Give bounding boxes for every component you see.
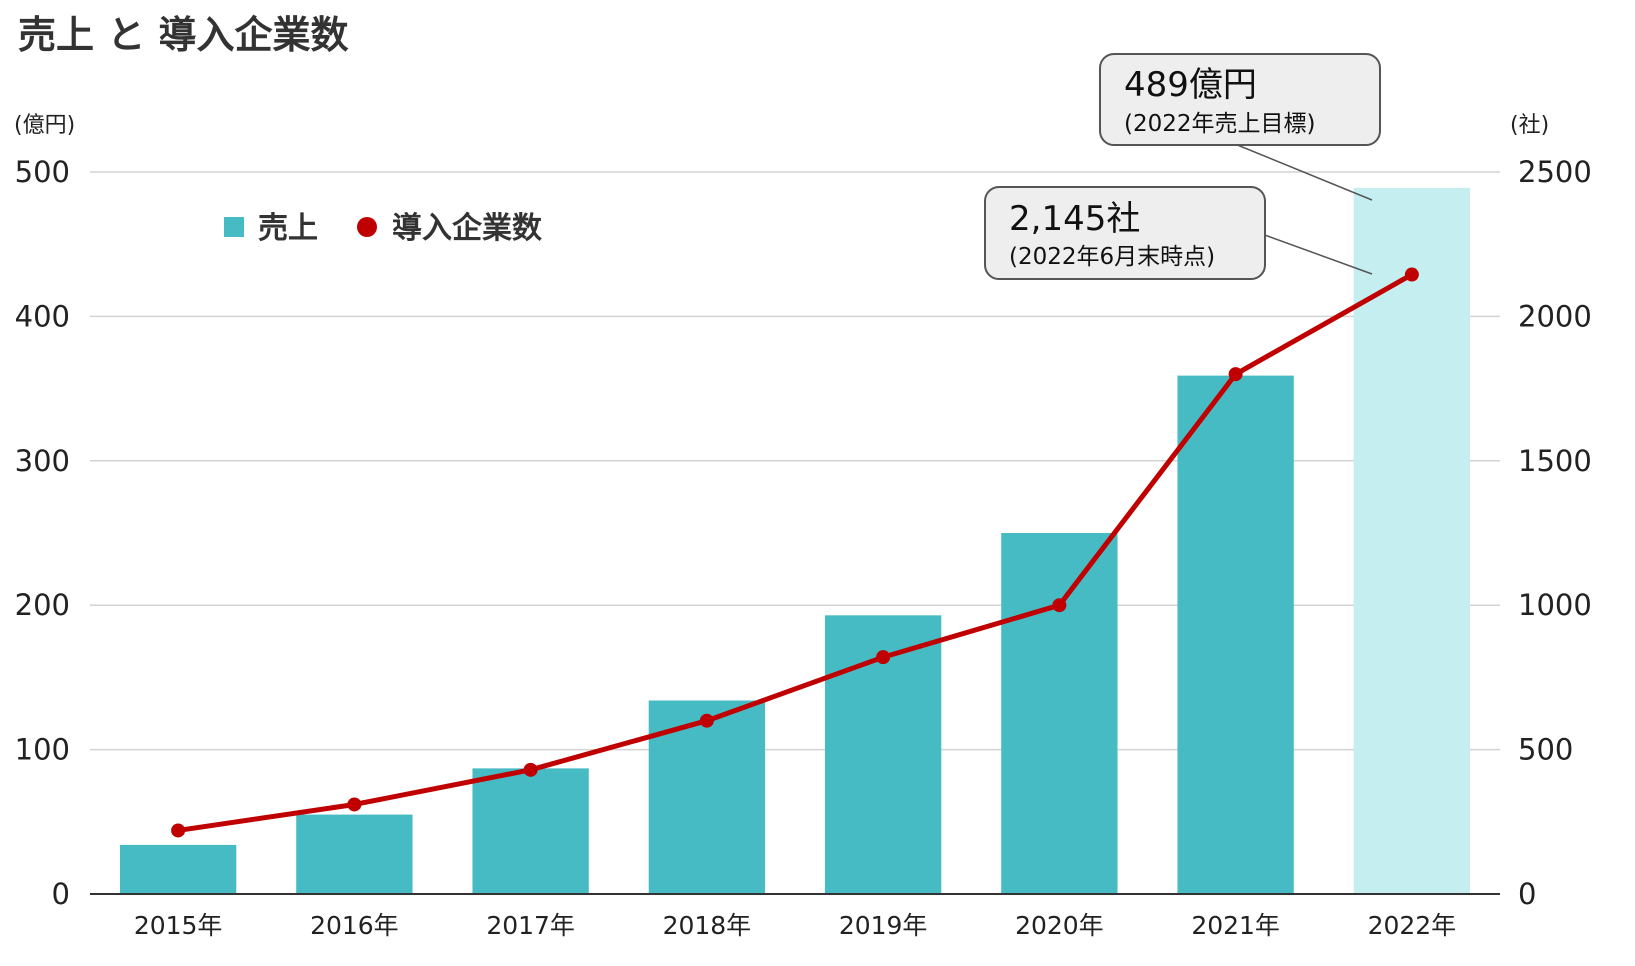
x-tick-label: 2022年	[1368, 911, 1457, 940]
bar-2022	[1353, 187, 1471, 894]
right-tick-label: 500	[1518, 733, 1573, 767]
chart-title: 売上 と 導入企業数	[18, 13, 348, 57]
line-point	[699, 713, 714, 728]
left-axis-unit: (億円)	[14, 113, 75, 138]
bar	[296, 814, 413, 894]
right-axis-ticks: 0 500 1000 1500 2000 2500	[1518, 155, 1592, 911]
left-tick-label: 100	[15, 733, 70, 767]
callout-leader-line	[1229, 141, 1373, 201]
line-point	[347, 797, 362, 812]
callout-box	[984, 186, 1266, 280]
x-tick-label: 2018年	[663, 911, 752, 940]
legend-label-sales: 売上	[258, 211, 318, 246]
bar	[1001, 533, 1118, 894]
bar	[1177, 375, 1294, 894]
right-tick-label: 2500	[1518, 155, 1592, 189]
callout-companies: 2,145社 (2022年6月末時点)	[984, 186, 1373, 280]
right-axis-unit: (社)	[1510, 113, 1549, 138]
callout-sales-target: 489億円 (2022年売上目標)	[1099, 53, 1381, 201]
callout-leader-line	[1261, 233, 1373, 275]
left-tick-label: 300	[15, 444, 70, 478]
line-point	[876, 650, 891, 665]
left-axis-ticks: 0 100 200 300 400 500	[15, 155, 70, 911]
right-tick-label: 1000	[1518, 588, 1592, 622]
line-point	[171, 823, 186, 838]
line-point	[523, 762, 538, 777]
point-2022	[1404, 267, 1419, 282]
x-axis-ticks: 2015年 2016年 2017年 2018年 2019年 2020年 2021年 2022年	[134, 911, 1456, 940]
x-tick-label: 2020年	[1015, 911, 1104, 940]
left-tick-label: 200	[15, 588, 70, 622]
callout-main-text: 489億円	[1124, 65, 1257, 105]
legend-swatch-sales	[224, 217, 244, 237]
right-tick-label: 1500	[1518, 444, 1592, 478]
callout-main-text: 2,145社	[1009, 199, 1140, 239]
right-tick-label: 0	[1518, 877, 1536, 911]
line-series	[171, 267, 1419, 838]
legend-swatch-companies	[357, 217, 377, 237]
bar-series	[119, 187, 1471, 894]
companies-line	[177, 272, 1414, 833]
left-tick-label: 400	[15, 299, 70, 333]
legend-label-companies: 導入企業数	[392, 211, 543, 246]
callout-box	[1099, 53, 1381, 146]
legend: 売上 導入企業数	[224, 211, 543, 246]
right-tick-label: 2000	[1518, 299, 1592, 333]
callout-sub-text: (2022年6月末時点)	[1009, 244, 1215, 270]
bar	[119, 844, 237, 894]
line-point	[1228, 367, 1243, 382]
left-tick-label: 500	[15, 155, 70, 189]
x-tick-label: 2015年	[134, 911, 223, 940]
left-tick-label: 0	[52, 877, 70, 911]
x-tick-label: 2021年	[1191, 911, 1280, 940]
bar	[472, 768, 589, 894]
callout-sub-text: (2022年売上目標)	[1124, 111, 1315, 137]
x-tick-label: 2016年	[310, 911, 399, 940]
x-tick-label: 2017年	[486, 911, 575, 940]
line-point	[1052, 598, 1067, 613]
x-tick-label: 2019年	[839, 911, 928, 940]
